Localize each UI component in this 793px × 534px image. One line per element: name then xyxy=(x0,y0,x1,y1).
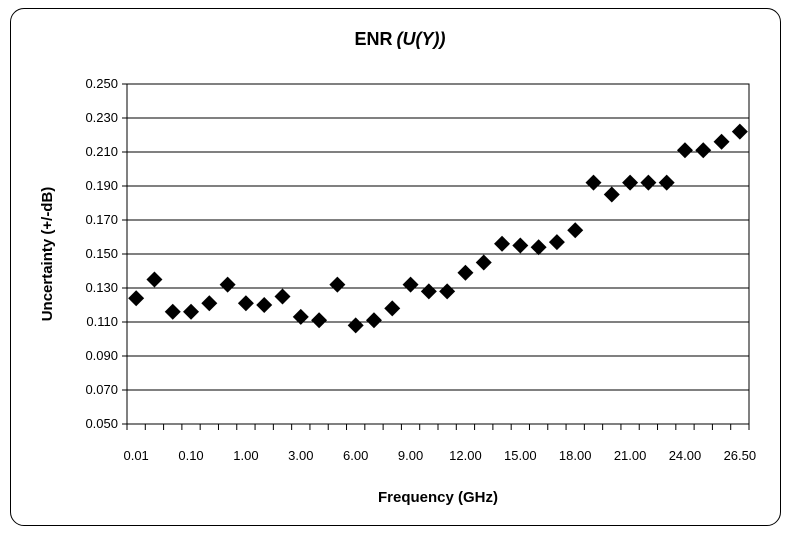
data-point xyxy=(658,174,675,191)
data-point xyxy=(292,308,309,325)
data-point xyxy=(695,142,712,159)
x-tick-label: 3.00 xyxy=(288,448,313,463)
data-point xyxy=(128,290,145,307)
data-point xyxy=(585,174,602,191)
data-point xyxy=(494,235,511,252)
x-tick-label: 0.10 xyxy=(178,448,203,463)
data-point xyxy=(439,283,456,300)
data-point xyxy=(329,276,346,293)
data-point xyxy=(457,264,474,281)
y-axis: 0.050 0.070 0.090 0.110 0.130 0.150 0.170 0.190… xyxy=(85,76,127,431)
x-tick-label: 12.00 xyxy=(449,448,482,463)
data-point xyxy=(256,297,273,313)
data-point xyxy=(676,142,693,159)
data-point xyxy=(420,283,437,300)
data-point xyxy=(164,303,181,320)
x-axis-label: Frequency (GHz) xyxy=(378,489,498,506)
data-point xyxy=(274,288,291,305)
data-point xyxy=(548,234,565,251)
data-point xyxy=(622,174,639,191)
x-tick-label: 21.00 xyxy=(614,448,647,463)
x-tick-label: 6.00 xyxy=(343,448,368,463)
data-point xyxy=(475,254,492,271)
data-point xyxy=(183,303,200,320)
data-points xyxy=(128,123,748,334)
y-tick-label: 0.130 xyxy=(85,280,118,295)
data-point xyxy=(219,276,236,293)
y-tick-label: 0.070 xyxy=(85,382,118,397)
data-point xyxy=(512,237,529,254)
data-point xyxy=(384,300,401,317)
y-tick-label: 0.190 xyxy=(85,178,118,193)
data-point xyxy=(603,186,620,203)
y-tick-label: 0.110 xyxy=(86,314,118,329)
y-tick-label: 0.170 xyxy=(85,212,118,227)
x-tick-label: 0.01 xyxy=(123,448,148,463)
y-tick-label: 0.150 xyxy=(85,246,118,261)
x-tick-label: 15.00 xyxy=(504,448,537,463)
y-tick-label: 0.230 xyxy=(85,110,118,125)
x-tick-label: 18.00 xyxy=(559,448,592,463)
grid-lines xyxy=(127,117,749,391)
x-tick-label: 1.00 xyxy=(233,448,258,463)
chart-title: ENR (U(Y)) xyxy=(355,29,446,49)
y-tick-label: 0.250 xyxy=(85,76,118,91)
y-axis-label: Uncertainty (+/-dB) xyxy=(39,187,56,322)
data-point xyxy=(237,295,254,312)
data-point xyxy=(713,133,730,150)
y-tick-label: 0.210 xyxy=(85,144,118,159)
x-tick-label: 26.50 xyxy=(724,448,757,463)
data-point xyxy=(530,239,547,256)
data-point xyxy=(731,123,748,140)
data-point xyxy=(365,312,382,329)
data-point xyxy=(201,295,218,312)
data-point xyxy=(402,276,419,293)
chart-title-suffix: (U(Y)) xyxy=(397,29,446,49)
x-tick-label: 9.00 xyxy=(398,448,423,463)
data-point xyxy=(640,174,657,191)
y-tick-label: 0.090 xyxy=(85,348,118,363)
y-tick-label: 0.050 xyxy=(85,416,118,431)
x-axis: 0.01 0.10 1.00 3.00 6.00 9.00 12.00 15.00 18.00 2… xyxy=(123,424,756,463)
data-point xyxy=(146,271,163,288)
data-point xyxy=(347,317,364,334)
chart-frame xyxy=(10,8,781,526)
data-point xyxy=(567,222,584,239)
x-tick-label: 24.00 xyxy=(669,448,702,463)
chart-title-main: ENR xyxy=(355,29,393,49)
data-point xyxy=(311,312,328,329)
